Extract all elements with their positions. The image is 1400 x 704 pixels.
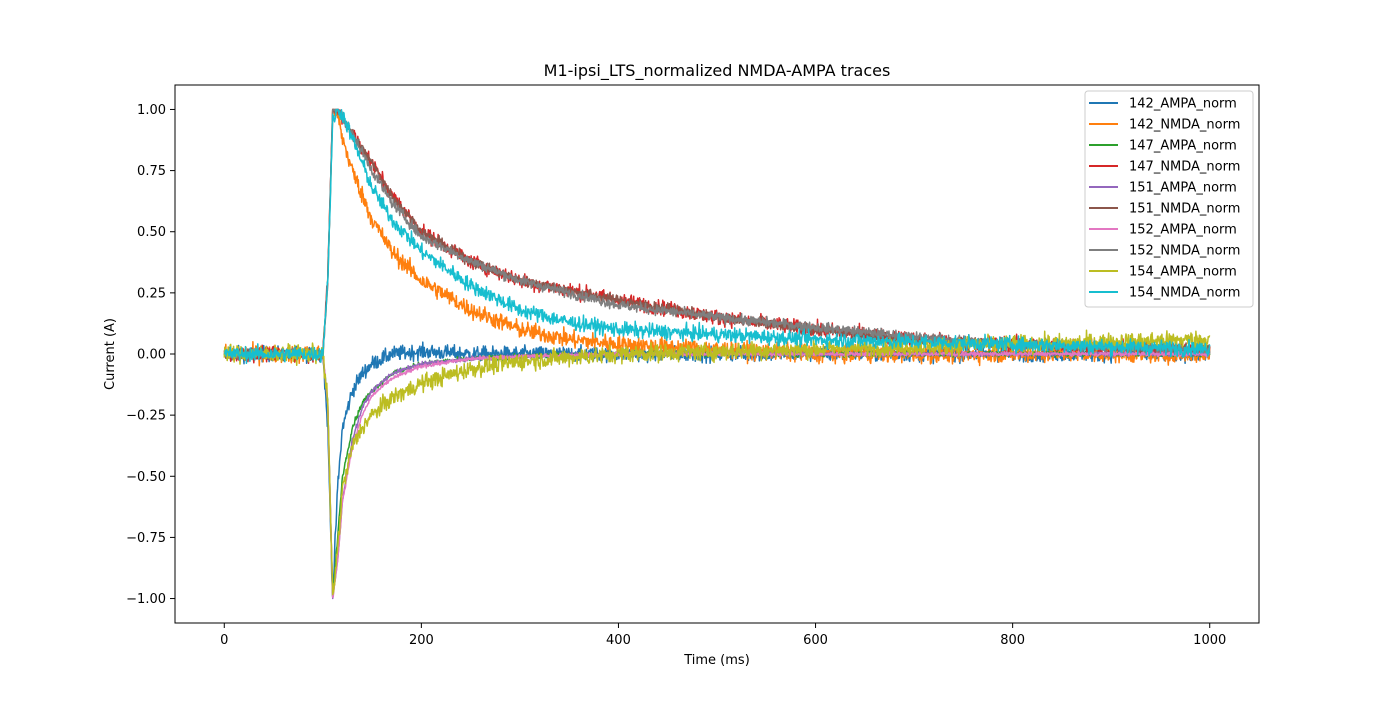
x-axis: 0 200 400 600 800 1000 [220, 623, 1226, 648]
x-tick-label: 600 [803, 633, 828, 648]
series-line-152_AMPA_norm [223, 350, 1211, 598]
series-line-154_NMDA_norm [224, 108, 1211, 365]
series-line-142_NMDA_norm [223, 108, 1211, 367]
series-line-152_NMDA_norm [223, 108, 1211, 360]
chart-title: M1-ipsi_LTS_normalized NMDA-AMPA traces [544, 61, 891, 81]
y-tick-label: −0.50 [126, 470, 166, 485]
series-line-142_AMPA_norm [223, 341, 1211, 598]
x-tick-label: 200 [409, 633, 434, 648]
legend-box [1084, 90, 1254, 308]
legend-label: 151_NMDA_norm [1129, 202, 1240, 217]
y-tick-label: 0.00 [137, 348, 166, 363]
y-tick-label: −0.25 [126, 409, 166, 424]
series-line-147_NMDA_norm [223, 108, 1211, 365]
series-line-154_AMPA_norm [223, 329, 1211, 596]
y-tick-label: −1.00 [126, 592, 166, 607]
legend-label: 147_NMDA_norm [1129, 160, 1240, 175]
legend-label: 142_AMPA_norm [1129, 97, 1237, 112]
legend-label: 147_AMPA_norm [1129, 139, 1237, 154]
legend-label: 142_NMDA_norm [1129, 118, 1240, 133]
plot-series-group [223, 108, 1211, 600]
x-tick-label: 400 [606, 633, 631, 648]
series-line-151_NMDA_norm [223, 108, 1211, 362]
y-axis-label: Current (A) [103, 318, 118, 390]
series-line-147_AMPA_norm [223, 349, 1211, 598]
x-tick-label: 800 [1000, 633, 1025, 648]
legend: 142_AMPA_norm 142_NMDA_norm 147_AMPA_norm 1… [1084, 90, 1254, 308]
x-tick-label: 0 [220, 633, 228, 648]
x-axis-label: Time (ms) [683, 653, 750, 668]
y-tick-label: −0.75 [126, 531, 166, 546]
y-tick-label: 0.25 [137, 286, 166, 301]
legend-label: 151_AMPA_norm [1129, 181, 1237, 196]
legend-label: 154_NMDA_norm [1129, 286, 1240, 301]
x-tick-label: 1000 [1193, 633, 1226, 648]
y-axis: −1.00 −0.75 −0.50 −0.25 0.00 0.25 0.50 0.75 1.00 [126, 103, 175, 607]
legend-label: 154_AMPA_norm [1129, 265, 1237, 280]
y-tick-label: 0.75 [137, 164, 166, 179]
series-line-151_AMPA_norm [223, 350, 1211, 600]
legend-label: 152_NMDA_norm [1129, 244, 1240, 259]
legend-label: 152_AMPA_norm [1129, 223, 1237, 238]
y-tick-label: 1.00 [137, 103, 166, 118]
y-tick-label: 0.50 [137, 225, 166, 240]
